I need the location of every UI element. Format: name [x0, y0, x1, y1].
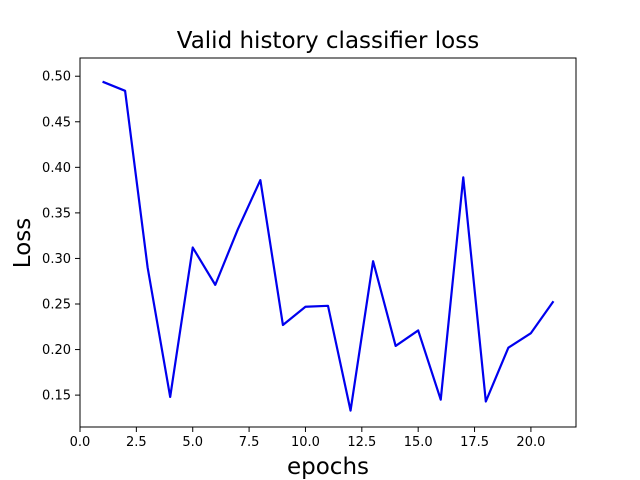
y-tick-label: 0.40: [42, 161, 71, 176]
y-tick-label: 0.20: [42, 343, 71, 358]
x-axis-label: epochs: [287, 454, 369, 480]
x-tick-label: 17.5: [460, 435, 489, 450]
x-axis-ticks: 0.0 2.5 5.0 7.5 10.0 12.5 15.0 17.5 20.0: [70, 427, 545, 450]
y-tick-label: 0.50: [42, 70, 71, 85]
x-tick-label: 12.5: [347, 435, 376, 450]
x-tick-label: 10.0: [291, 435, 320, 450]
x-tick-label: 15.0: [404, 435, 433, 450]
plot-frame: [79, 57, 577, 428]
x-tick-label: 5.0: [182, 435, 203, 450]
y-axis-label: Loss: [10, 218, 36, 268]
y-tick-label: 0.30: [42, 252, 71, 267]
y-axis-ticks: 0.15 0.20 0.25 0.30 0.35 0.40 0.45 0.50: [42, 70, 80, 404]
y-tick-label: 0.45: [42, 115, 71, 130]
series-line: [102, 80, 555, 412]
chart-title: Valid history classifier loss: [177, 28, 479, 54]
y-tick-label: 0.35: [42, 206, 71, 221]
x-tick-label: 20.0: [516, 435, 545, 450]
series-layer: [102, 80, 555, 412]
x-tick-label: 0.0: [70, 435, 91, 450]
x-tick-label: 2.5: [126, 435, 147, 450]
y-tick-label: 0.25: [42, 298, 71, 313]
x-tick-label: 7.5: [239, 435, 260, 450]
y-tick-label: 0.15: [42, 389, 71, 404]
